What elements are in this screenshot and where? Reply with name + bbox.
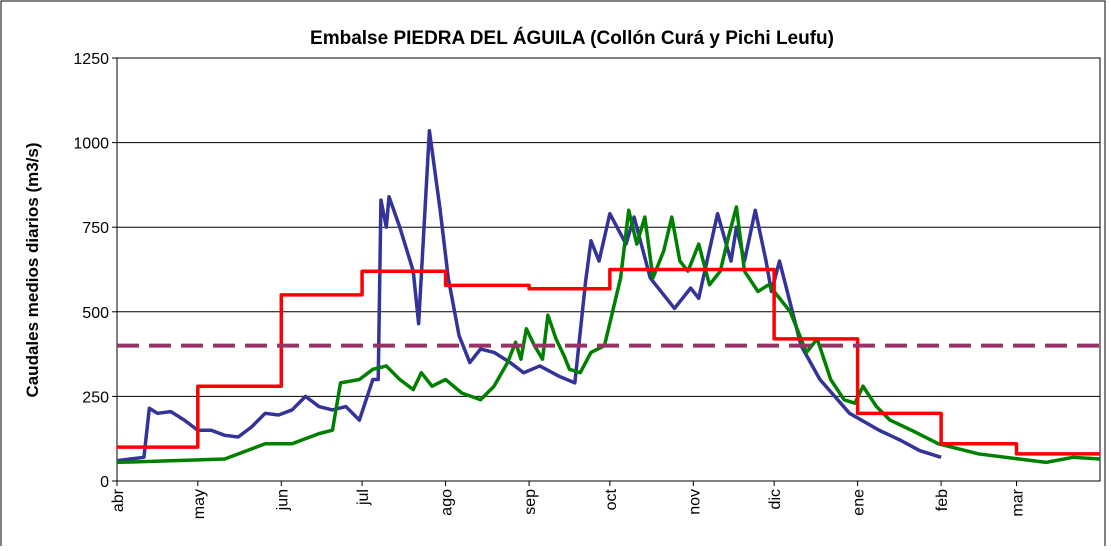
y-tick-label: 250	[82, 389, 109, 406]
x-tick-label: mar	[1010, 488, 1027, 516]
x-tick-label: ago	[439, 489, 456, 516]
plot-border	[116, 57, 1101, 482]
x-tick-label: jun	[274, 489, 291, 511]
x-tick-label: feb	[934, 489, 951, 511]
y-tick-label: 750	[82, 220, 109, 237]
x-tick-label: sep	[522, 489, 539, 515]
y-axis-title: Caudales medios diarios (m3/s)	[23, 142, 42, 397]
x-tick-label: may	[191, 489, 208, 519]
series-line	[117, 267, 1100, 456]
x-tick-label: oct	[603, 488, 620, 510]
x-tick-label: nov	[686, 489, 703, 515]
x-tick-label: ene	[851, 489, 868, 516]
x-tick-label: jul	[355, 489, 372, 506]
y-tick-label: 0	[100, 474, 109, 491]
series-line	[116, 129, 942, 463]
y-tick-label: 500	[82, 305, 109, 322]
series-line	[116, 205, 1101, 465]
y-tick-label: 1250	[73, 51, 109, 68]
x-tick-label: dic	[767, 489, 784, 509]
chart-title: Embalse PIEDRA DEL ÁGUILA (Collón Curá y…	[310, 27, 834, 49]
x-tick-label: abr	[110, 488, 127, 512]
y-tick-label: 1000	[73, 136, 109, 153]
